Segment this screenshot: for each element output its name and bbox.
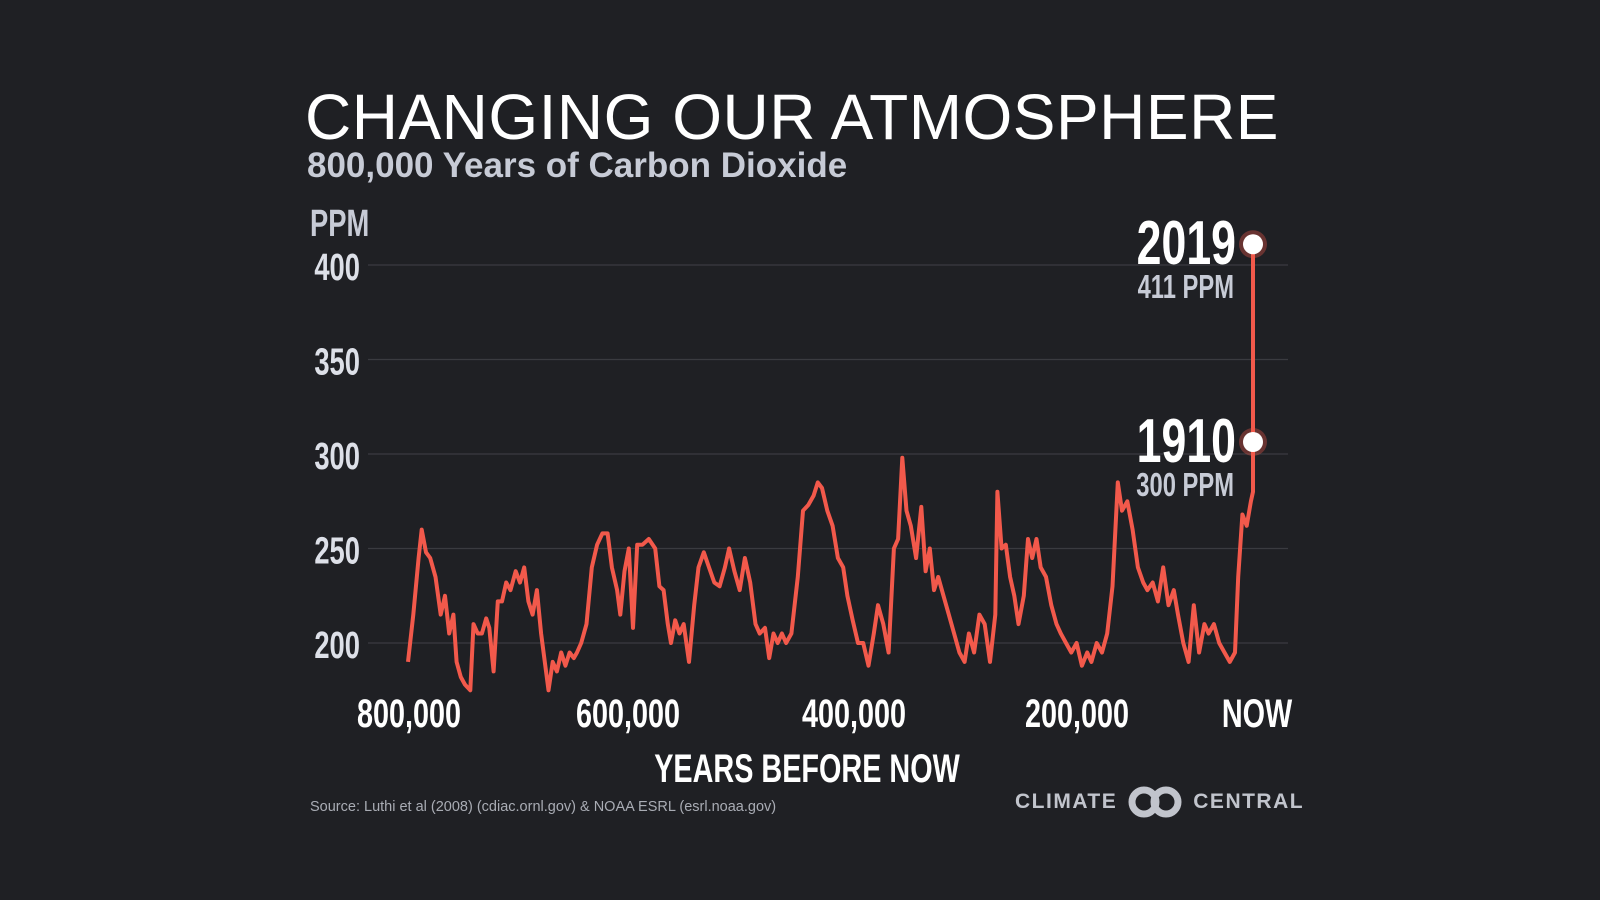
climate-central-logo: CLIMATE CENTRAL xyxy=(1015,786,1304,818)
y-tick-label: 400 xyxy=(314,247,360,289)
logo-text-right: CENTRAL xyxy=(1193,790,1305,813)
y-axis-label: PPM xyxy=(310,203,369,245)
x-tick-label: 800,000 xyxy=(357,691,461,736)
x-tick-label: 200,000 xyxy=(1025,691,1129,736)
y-tick-label: 300 xyxy=(314,436,360,478)
y-tick-label: 200 xyxy=(314,625,360,667)
chart-title: CHANGING OUR ATMOSPHERE xyxy=(305,81,1279,153)
x-tick-label: 600,000 xyxy=(576,691,680,736)
x-tick-label: NOW xyxy=(1222,691,1292,736)
annotation-value: 411 PPM xyxy=(1138,270,1234,307)
annotation-point-2019 xyxy=(1243,234,1263,255)
x-tick-label: 400,000 xyxy=(802,691,906,736)
annotation-value: 300 PPM xyxy=(1136,467,1234,504)
annotation-point-1910 xyxy=(1243,432,1263,452)
y-tick-label: 350 xyxy=(314,341,360,383)
annotation-year: 2019 xyxy=(1137,209,1236,278)
source-note: Source: Luthi et al (2008) (cdiac.ornl.g… xyxy=(310,799,777,815)
y-tick-label: 250 xyxy=(314,530,360,572)
annotation-year: 1910 xyxy=(1137,407,1236,476)
logo-text-left: CLIMATE xyxy=(1015,790,1118,813)
chart-subtitle: 800,000 Years of Carbon Dioxide xyxy=(307,146,848,185)
x-axis-label: YEARS BEFORE NOW xyxy=(654,746,960,791)
infinity-rings-icon xyxy=(1128,786,1182,818)
co2-series-line xyxy=(406,244,1255,693)
